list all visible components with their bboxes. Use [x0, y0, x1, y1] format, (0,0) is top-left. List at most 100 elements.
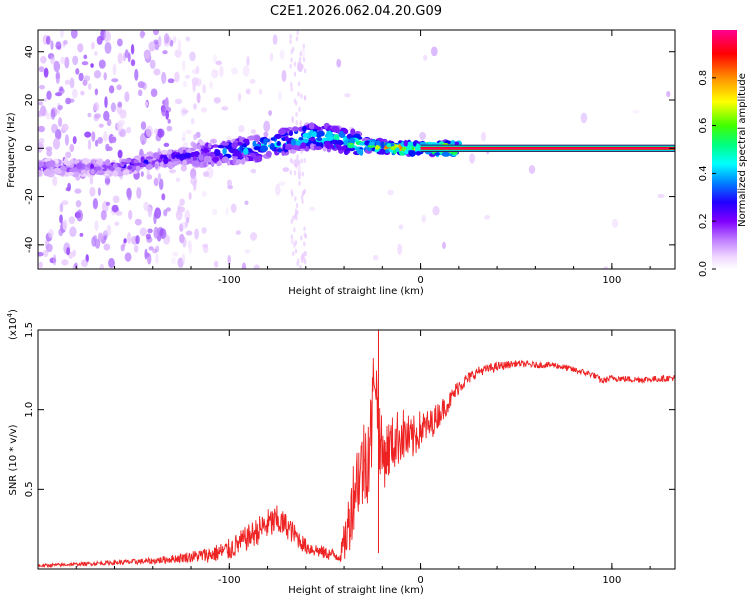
noise-blob — [157, 35, 162, 47]
noise-blob — [432, 205, 440, 216]
noise-blob — [175, 209, 183, 221]
noise-blob — [53, 254, 57, 266]
ridge-blob — [242, 138, 250, 143]
noise-blob — [124, 49, 129, 59]
noise-blob — [103, 243, 111, 251]
streak-blob — [290, 218, 293, 224]
noise-blob — [148, 246, 154, 251]
ridge-blob — [214, 149, 221, 157]
ridge-blob — [160, 149, 168, 155]
y-tick-label: 0 — [24, 145, 35, 151]
ridge-blob — [203, 155, 210, 163]
noise-blob — [153, 39, 159, 45]
noise-blob — [100, 210, 107, 221]
noise-blob — [80, 90, 85, 96]
streak-blob — [289, 39, 292, 44]
noise-blob — [104, 42, 112, 54]
noise-blob — [103, 110, 110, 121]
ridge-blob — [245, 156, 249, 162]
noise-blob — [106, 224, 112, 236]
noise-blob — [61, 200, 69, 206]
ridge-blob — [407, 150, 415, 155]
ridge-blob — [216, 161, 221, 167]
noise-blob — [162, 50, 168, 55]
noise-blob — [133, 244, 139, 253]
noise-blob — [58, 117, 63, 127]
snr-multiplier-exp: 4 — [6, 312, 14, 317]
ridge-blob — [82, 158, 90, 165]
tone-line — [420, 147, 675, 149]
noise-blob — [87, 139, 92, 150]
ridge-blob — [152, 152, 160, 159]
noise-blob — [157, 234, 162, 242]
noise-blob — [196, 92, 201, 104]
noise-blob — [155, 253, 159, 264]
ridge-blob — [274, 133, 282, 139]
ridge-blob — [322, 146, 327, 152]
noise-blob — [59, 203, 64, 213]
ridge-blob — [59, 165, 67, 172]
noise-blob — [174, 71, 180, 83]
noise-blob — [46, 35, 51, 45]
ridge-blob — [403, 139, 408, 147]
noise-blob — [38, 66, 45, 73]
streak-blob — [289, 170, 292, 175]
colorbar-tick-label: 0.8 — [698, 70, 709, 86]
noise-blob — [153, 226, 159, 239]
noise-blob — [38, 251, 44, 257]
noise-blob — [139, 227, 147, 237]
spectrogram-y-label: Frequency (Hz) — [6, 112, 17, 188]
noise-blob — [241, 262, 247, 269]
noise-blob — [201, 191, 207, 198]
streak-blob — [303, 158, 306, 164]
noise-blob — [172, 36, 177, 44]
snr-x-ticks: -100 0 100 — [37, 330, 651, 586]
noise-blob — [171, 257, 176, 265]
streak-blob — [296, 30, 299, 36]
streak-blob — [300, 235, 303, 241]
noise-blob — [147, 206, 153, 218]
noise-blob — [181, 137, 186, 142]
noise-blob — [194, 228, 200, 240]
noise-blob — [214, 260, 219, 268]
noise-blob — [42, 249, 49, 258]
ridge-blob — [284, 135, 289, 142]
streak-blob — [290, 158, 294, 164]
noise-blob — [99, 263, 105, 269]
noise-blob — [161, 71, 167, 84]
noise-blob — [72, 55, 79, 66]
ridge-blob — [221, 140, 227, 146]
streak-blob — [294, 248, 298, 254]
noise-blob — [148, 41, 156, 52]
snr-multiplier-prefix: (x10 — [8, 317, 19, 340]
streak-blob — [301, 64, 304, 70]
noise-blob — [201, 227, 207, 234]
streak-blob — [297, 81, 301, 87]
noise-blob — [70, 30, 78, 39]
noise-blob — [344, 93, 351, 98]
streak-blob — [296, 261, 299, 267]
noise-blob — [61, 123, 69, 132]
snr-background — [38, 330, 675, 569]
noise-blob — [215, 60, 222, 66]
ridge-blob — [248, 135, 255, 141]
streak-blob — [293, 61, 297, 67]
snr-x-label: Height of straight line (km) — [288, 585, 424, 596]
ridge-blob — [211, 157, 220, 162]
noise-blob — [397, 243, 403, 256]
noise-blob — [112, 195, 120, 204]
streak-blob — [299, 120, 302, 126]
ridge-blob — [133, 159, 139, 164]
noise-blob — [127, 232, 132, 244]
streak-blob — [290, 82, 293, 87]
noise-blob — [94, 220, 99, 232]
noise-blob — [103, 72, 107, 81]
ridge-blob — [252, 140, 257, 147]
streak-blob — [300, 158, 303, 164]
noise-blob — [182, 60, 186, 72]
streak-blob — [302, 254, 305, 260]
noise-blob — [249, 232, 258, 241]
noise-blob — [143, 49, 151, 60]
noise-blob — [212, 208, 218, 216]
